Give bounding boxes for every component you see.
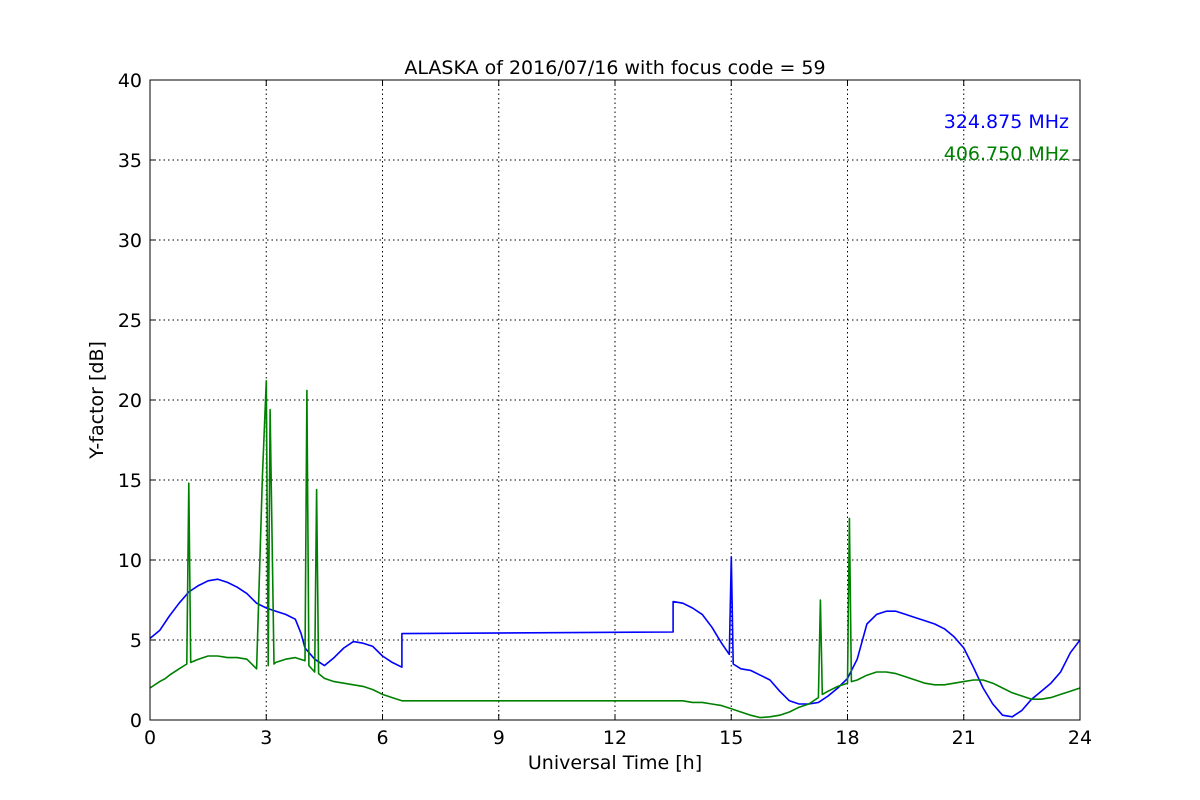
x-axis-label: Universal Time [h]	[528, 752, 702, 774]
y-tick-label: 20	[118, 390, 142, 412]
y-tick-label: 35	[118, 150, 142, 172]
x-tick-label: 15	[719, 727, 743, 749]
y-tick-labels: 0 5 10 15 20 25 30 35 40	[118, 70, 142, 732]
legend: 324.875 MHz 406.750 MHz	[944, 111, 1069, 165]
y-tick-label: 25	[118, 310, 142, 332]
y-tick-label: 5	[130, 630, 142, 652]
y-tick-label: 40	[118, 70, 142, 92]
series-line-2	[149, 379, 1081, 719]
x-tick-label: 21	[952, 727, 976, 749]
x-tick-labels: 0 3 6 9 12 15 18 21 24	[144, 727, 1092, 749]
chart-title: ALASKA of 2016/07/16 with focus code = 5…	[404, 57, 825, 79]
x-tick-label: 9	[493, 727, 505, 749]
x-tick-label: 24	[1068, 727, 1092, 749]
legend-entry-2: 406.750 MHz	[944, 143, 1069, 165]
y-tick-label: 0	[130, 710, 142, 732]
y-tick-label: 15	[118, 470, 142, 492]
y-axis-label: Y-factor [dB]	[86, 341, 108, 460]
y-tick-label: 10	[118, 550, 142, 572]
x-tick-label: 12	[603, 727, 627, 749]
x-tick-label: 3	[260, 727, 272, 749]
legend-entry-1: 324.875 MHz	[944, 111, 1069, 133]
series-line-1	[149, 555, 1081, 718]
x-tick-label: 6	[376, 727, 388, 749]
y-tick-label: 30	[118, 230, 142, 252]
x-tick-label: 18	[835, 727, 859, 749]
ticks	[149, 79, 1081, 721]
series-group	[149, 379, 1081, 719]
x-tick-label: 0	[144, 727, 156, 749]
